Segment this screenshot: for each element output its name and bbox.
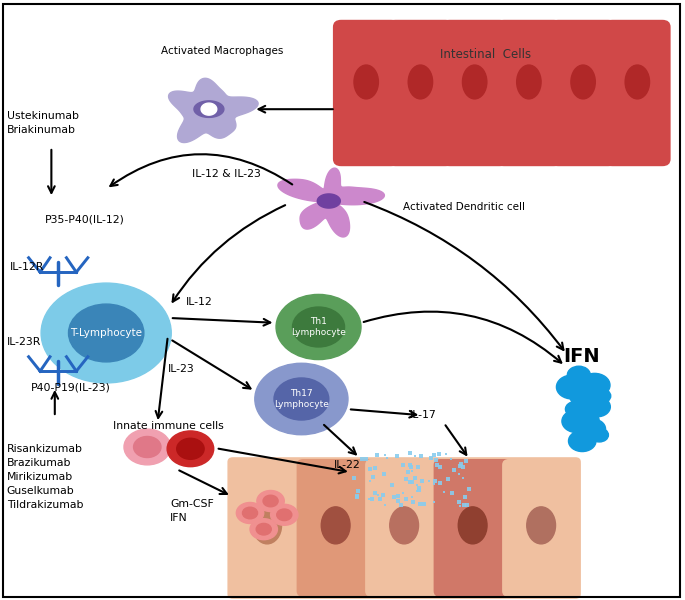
Ellipse shape [569,430,596,452]
Ellipse shape [580,419,606,439]
Text: T-Lymphocyte: T-Lymphocyte [70,328,142,338]
Text: Activated Dendritic cell: Activated Dendritic cell [403,202,525,212]
FancyBboxPatch shape [434,459,512,597]
Ellipse shape [562,410,592,433]
Polygon shape [317,194,340,208]
Ellipse shape [134,436,161,458]
FancyBboxPatch shape [333,20,399,166]
Text: Intestinal  Cells: Intestinal Cells [440,48,531,61]
Ellipse shape [625,65,649,99]
Text: Gm-CSF
IFN: Gm-CSF IFN [170,499,214,523]
Text: Innate immune cells: Innate immune cells [113,421,224,431]
Ellipse shape [276,295,361,359]
Text: P35-P40(IL-12): P35-P40(IL-12) [45,214,125,224]
Ellipse shape [253,507,282,544]
Ellipse shape [462,65,487,99]
Ellipse shape [516,65,541,99]
Ellipse shape [321,507,350,544]
Ellipse shape [277,509,292,521]
Text: IL-12R: IL-12R [10,262,45,272]
Ellipse shape [584,397,610,417]
Ellipse shape [458,507,487,544]
Ellipse shape [236,502,264,524]
Ellipse shape [271,504,298,526]
Text: Th17
Lymphocyte: Th17 Lymphocyte [274,389,329,409]
FancyBboxPatch shape [228,459,306,597]
Ellipse shape [592,389,611,403]
Ellipse shape [242,507,258,519]
Ellipse shape [68,304,144,362]
Text: IL-12: IL-12 [186,297,213,307]
Text: IL-17: IL-17 [410,410,436,420]
Ellipse shape [124,429,171,465]
Text: IL-22: IL-22 [334,460,361,470]
Ellipse shape [41,283,171,383]
Polygon shape [194,101,224,118]
Ellipse shape [579,373,610,397]
Ellipse shape [274,378,329,420]
Polygon shape [169,78,258,143]
FancyBboxPatch shape [604,20,671,166]
FancyBboxPatch shape [495,20,562,166]
FancyBboxPatch shape [502,459,580,597]
Ellipse shape [167,431,214,467]
Text: Risankizumab
Brazikumab
Mirikizumab
Guselkumab
Tildrakizumab: Risankizumab Brazikumab Mirikizumab Guse… [7,444,84,510]
Ellipse shape [292,307,345,347]
Ellipse shape [556,375,588,399]
Ellipse shape [250,518,277,540]
Ellipse shape [390,507,419,544]
Ellipse shape [567,366,590,384]
Text: Activated Macrophages: Activated Macrophages [162,46,284,56]
Ellipse shape [590,428,608,442]
Text: P40-P19(IL-23): P40-P19(IL-23) [31,382,111,392]
Ellipse shape [354,65,378,99]
Text: IL-23R: IL-23R [7,337,41,347]
Ellipse shape [408,65,433,99]
Text: Th1
Lymphocyte: Th1 Lymphocyte [291,317,346,337]
Ellipse shape [263,495,278,507]
Polygon shape [278,168,384,237]
Polygon shape [201,103,216,115]
Ellipse shape [527,507,556,544]
Ellipse shape [177,438,204,460]
Ellipse shape [571,65,595,99]
FancyBboxPatch shape [387,20,453,166]
FancyBboxPatch shape [227,457,581,599]
Text: IL-12 & IL-23: IL-12 & IL-23 [192,169,261,179]
Text: IFN: IFN [563,347,599,366]
Ellipse shape [579,412,599,428]
Ellipse shape [255,363,348,435]
Text: Ustekinumab
Briakinumab: Ustekinumab Briakinumab [7,111,79,135]
Ellipse shape [257,490,284,512]
FancyBboxPatch shape [365,459,443,597]
Ellipse shape [565,401,586,417]
FancyBboxPatch shape [441,20,508,166]
Text: IL-23: IL-23 [168,364,195,374]
FancyBboxPatch shape [297,459,375,597]
FancyBboxPatch shape [550,20,616,166]
Ellipse shape [570,385,597,407]
Ellipse shape [256,523,271,535]
